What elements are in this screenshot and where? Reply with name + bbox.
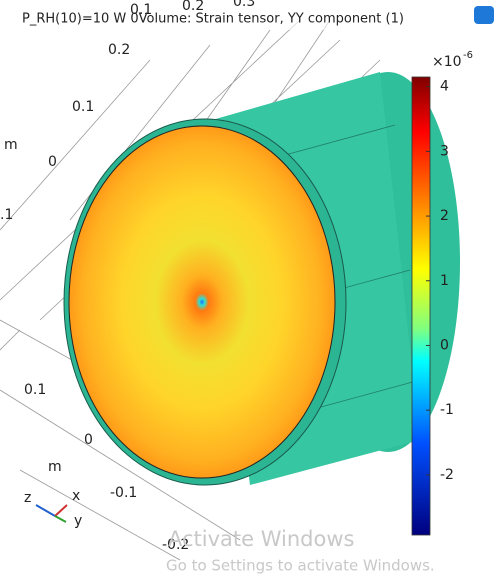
colorbar-tick-label: 0 — [440, 337, 449, 353]
axis-tick-label: 0.1 — [130, 2, 152, 18]
colorbar-tick-label: 3 — [440, 143, 449, 159]
triad-z — [35, 504, 56, 517]
plot-title: P_RH(10)=10 W 0Volume: Strain tensor, YY… — [22, 12, 404, 27]
colorbar: ×10 -6 4 3 2 1 0 -1 -2 — [411, 50, 473, 536]
triad-label: z — [24, 490, 31, 506]
toolbar-icon[interactable] — [474, 6, 494, 24]
colorbar-tick-label: -2 — [440, 467, 454, 483]
axis-tick-label: 0 — [84, 432, 93, 448]
triad-x — [54, 504, 68, 517]
watermark-subtitle: Go to Settings to activate Windows. — [166, 557, 435, 575]
axis-tick-label: 0.2 — [108, 42, 130, 58]
front-face — [68, 125, 336, 479]
triad-y — [54, 515, 67, 523]
axis-tick-label: 0 — [48, 154, 57, 170]
triad-label: x — [72, 488, 80, 504]
axis-tick-label: m — [4, 137, 18, 153]
title-bg — [0, 0, 470, 30]
axis-tick-label: 0.1 — [24, 382, 46, 398]
axis-tick-label: m — [48, 459, 62, 475]
triad-label: y — [74, 513, 82, 529]
colorbar-multiplier: ×10 — [432, 54, 462, 70]
axis-tick-label: 0.3 — [233, 0, 255, 10]
colorbar-scale — [411, 76, 431, 536]
colorbar-tick-label: -1 — [440, 402, 454, 418]
axis-triad: z x y — [24, 488, 82, 529]
colorbar-exponent: -6 — [463, 50, 473, 61]
cylinder — [63, 72, 460, 486]
colorbar-tick-label: 2 — [440, 208, 449, 224]
colorbar-tick-label: 4 — [440, 79, 449, 95]
axis-tick-label: -0.1 — [110, 485, 137, 501]
axis-tick-label: -0.2 — [162, 537, 189, 553]
axis-tick-label: 0.1 — [72, 99, 94, 115]
axis-tick-label: .1 — [0, 207, 13, 223]
watermark-title: Activate Windows — [168, 527, 354, 551]
colorbar-tick-label: 1 — [440, 273, 449, 289]
axis-tick-label: 0.2 — [182, 0, 204, 14]
